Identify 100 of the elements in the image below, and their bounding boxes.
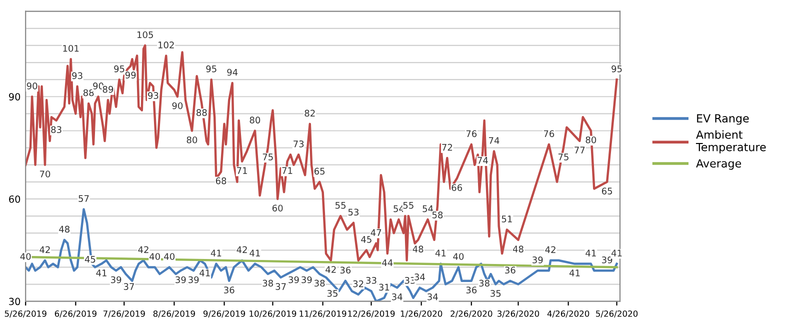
data-label: 32 [353,280,364,288]
data-label: 83 [51,126,62,134]
data-label: 60 [272,204,283,212]
data-label: 94 [227,68,238,76]
data-label: 39 [110,276,122,284]
data-label: 36 [505,266,516,274]
data-label: 71 [237,167,247,174]
data-label: 36 [466,286,477,294]
data-label: 33 [366,276,376,284]
legend-label: Ambient Temperature [696,130,766,154]
data-label: 39 [602,256,612,264]
data-label: 41 [569,270,580,276]
data-label: 65 [602,188,612,194]
data-label: 39 [188,276,199,284]
x-tick-label: 7/26/2019 [103,310,145,318]
data-label: 35 [490,290,501,297]
data-label: 39 [532,256,543,264]
x-tick-label: 8/26/2019 [153,310,195,318]
data-label: 57 [78,195,89,202]
data-label: 75 [558,154,568,160]
data-label: 53 [348,208,359,216]
data-label: 102 [158,42,174,48]
data-label: 71 [282,167,292,174]
data-label: 37 [276,283,286,290]
data-label: 77 [574,146,585,154]
data-label: 90 [26,82,38,90]
data-label: 88 [196,109,207,116]
x-tick-label: 1/26/2020 [400,310,442,318]
data-label: 66 [452,184,462,192]
data-label: 95 [206,65,216,72]
x-tick-label: 2/26/2020 [450,310,492,318]
data-label: 36 [224,286,234,294]
data-label: 58 [432,212,443,218]
x-tick-label: 11/26/2019 [300,310,346,318]
data-label: 76 [466,130,477,138]
x-tick-label: 3/26/2020 [498,310,540,318]
data-label: 41 [586,250,596,256]
data-label: 70 [40,170,50,178]
data-label: 51 [502,216,512,222]
data-label: 68 [216,177,226,184]
data-label: 41 [210,250,222,256]
data-label: 40 [20,253,31,260]
x-tick-label: 10/26/2019 [250,310,296,318]
data-label: 75 [262,154,273,160]
data-label: 93 [148,92,158,99]
data-label: 82 [304,110,315,117]
data-label: 89 [102,86,114,93]
data-label: 95 [114,65,124,72]
data-label: 54 [422,205,434,212]
legend-label: EV Range [697,114,749,125]
data-label: 95 [612,65,622,72]
x-tick-label: 9/26/2019 [203,310,246,318]
data-label: 39 [176,276,186,284]
data-label: 74 [478,157,488,164]
data-label: 101 [63,44,79,52]
data-label: 65 [314,168,325,175]
data-label: 74 [489,137,500,144]
data-label: 45 [361,236,372,243]
data-label: 38 [314,280,325,287]
x-tick-label: 4/26/2020 [547,310,590,318]
data-label: 44 [382,259,393,266]
data-label: 39 [302,276,312,284]
data-label: 47 [370,229,382,236]
data-label: 41 [96,270,106,276]
data-label: 72 [442,144,452,151]
data-label: 36 [340,266,351,274]
y-tick-label: 30 [9,298,20,306]
data-label: 38 [262,280,274,287]
data-label: 80 [586,136,596,144]
data-label: 73 [294,140,304,148]
data-label: 40 [453,253,464,260]
data-label: 38 [479,280,490,287]
data-label: 41 [435,250,446,256]
data-label: 42 [236,246,247,253]
data-label: 34 [414,274,425,280]
data-label: 40 [164,253,174,260]
x-tick-label: 12/26/2019 [348,310,395,318]
data-label: 41 [200,270,210,276]
x-tick-label: 5/26/2020 [596,310,638,318]
data-label: 42 [326,266,336,273]
data-label: 76 [544,130,554,138]
data-label: 42 [138,246,148,253]
data-label: 39 [288,276,299,284]
legend-label: Average [696,159,742,170]
data-label: 42 [40,246,50,253]
data-label: 48 [412,246,424,252]
data-label: 41 [250,250,260,256]
data-label: 35 [327,290,338,297]
data-label: 42 [545,246,556,253]
data-label: 105 [138,31,153,38]
data-label: 55 [403,202,414,209]
data-label: 80 [186,136,198,144]
data-label: 45 [84,256,96,263]
data-label: 48 [512,246,524,252]
x-tick-label: 5/26/2019 [4,310,46,318]
data-label: 34 [428,293,438,300]
data-label: 41 [611,250,622,256]
data-label: 90 [172,102,183,110]
data-label: 80 [250,116,260,124]
x-tick-label: 6/26/2019 [54,310,96,318]
